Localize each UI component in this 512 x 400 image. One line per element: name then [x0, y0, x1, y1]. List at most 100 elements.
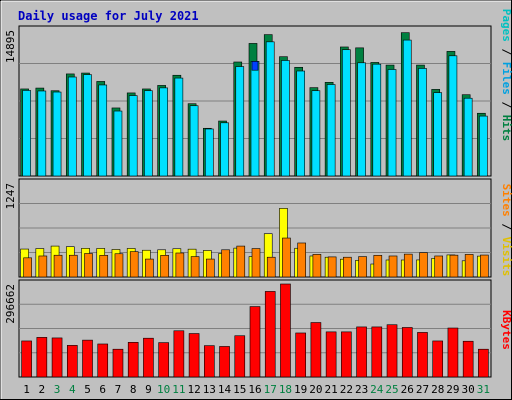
files-bar — [22, 90, 31, 177]
side-label-part: / — [500, 95, 512, 115]
day-label: 10 — [157, 383, 170, 396]
files-bar — [448, 55, 458, 177]
kbytes-bar — [478, 348, 489, 378]
kbytes-bar — [82, 339, 93, 378]
sites-bar — [449, 254, 459, 278]
day-label: 31 — [477, 383, 490, 396]
files-bar — [220, 122, 229, 177]
files-bar — [357, 62, 366, 177]
day-label: 13 — [203, 383, 216, 396]
day-label: 30 — [462, 383, 475, 396]
kbytes-bar — [417, 332, 428, 378]
files-bar — [311, 90, 321, 177]
kbytes-bar — [188, 333, 200, 378]
day-label: 1 — [23, 383, 30, 396]
files-bar — [113, 110, 123, 177]
axis-max-label: 1247 — [4, 183, 17, 210]
kbytes-bar — [36, 337, 48, 378]
sites-bar — [129, 251, 139, 278]
kbytes-bar — [219, 346, 230, 378]
chart-title: Daily usage for July 2021 — [18, 9, 199, 23]
sites-bar — [434, 255, 444, 278]
files-bar — [387, 69, 397, 177]
kbytes-bar — [158, 342, 169, 378]
day-label: 20 — [309, 383, 322, 396]
axis-max-label: 296662 — [4, 284, 17, 324]
panel-2: 1247 — [4, 178, 492, 278]
kbytes-bar — [66, 345, 78, 378]
sites-bar — [251, 248, 261, 278]
panels-layer: 14895 1247 296662 — [4, 25, 492, 378]
kbytes-bar — [447, 327, 459, 378]
kbytes-bar — [97, 343, 109, 378]
kbytes-bar — [264, 291, 276, 378]
day-label: 29 — [446, 383, 459, 396]
sites-bar — [84, 253, 93, 278]
side-label-part: Visits — [500, 237, 512, 277]
sites-bar — [464, 254, 474, 278]
kbytes-bar — [295, 332, 306, 378]
kbytes-bar — [173, 330, 185, 378]
files-bar — [189, 105, 199, 177]
day-label: 8 — [130, 383, 137, 396]
legend-kbytes: KBytes — [500, 310, 512, 350]
sites-bar — [38, 255, 48, 278]
sites-bar — [221, 249, 230, 278]
day-label: 4 — [69, 383, 76, 396]
day-label: 26 — [401, 383, 414, 396]
sites-bar — [23, 257, 32, 278]
legend-pages-files-hits: Pages / Files / Hits — [500, 9, 512, 142]
kbytes-bar — [401, 327, 413, 378]
kbytes-bar — [310, 322, 322, 378]
files-bar — [342, 49, 351, 177]
day-label: 5 — [84, 383, 91, 396]
side-label-part: Hits — [500, 115, 512, 142]
sites-bar — [53, 254, 63, 278]
day-label: 24 — [370, 383, 384, 396]
kbytes-bar — [386, 324, 398, 378]
kbytes-bar — [325, 331, 337, 378]
sites-bar — [175, 252, 185, 278]
kbytes-bar — [51, 337, 63, 378]
day-label: 3 — [54, 383, 61, 396]
day-label: 17 — [264, 383, 277, 396]
sites-bar — [160, 255, 169, 278]
kbytes-bar — [204, 345, 215, 378]
kbytes-bar — [249, 306, 261, 378]
files-bar — [265, 41, 275, 177]
sites-bar — [358, 256, 367, 278]
files-bar — [98, 84, 108, 177]
files-bar — [463, 97, 473, 177]
day-label: 14 — [218, 383, 232, 396]
kbytes-bar — [143, 337, 154, 378]
day-label: 21 — [325, 383, 338, 396]
kbytes-bar — [127, 342, 139, 378]
day-label: 9 — [145, 383, 152, 396]
sites-bar — [190, 256, 200, 278]
day-label: 6 — [99, 383, 106, 396]
files-bar — [402, 39, 412, 177]
files-bar — [250, 61, 260, 177]
sites-bar — [419, 252, 428, 278]
legend-sites-visits: Sites / Visits — [500, 184, 512, 277]
day-label: 19 — [294, 383, 307, 396]
kbytes-bar — [234, 335, 246, 378]
files-bar — [372, 63, 382, 177]
kbytes-bar — [432, 340, 444, 378]
panel-3: 296662 — [4, 279, 492, 378]
files-bar — [52, 91, 62, 177]
day-label: 2 — [39, 383, 46, 396]
day-labels-layer: 1 2 3 4 5 6 7 8 9 10 11 12 13 14 15 16 17 18 19 20 21 22 23 24 2… — [23, 383, 490, 396]
files-bar — [144, 90, 153, 177]
files-bar — [433, 92, 443, 177]
axis-max-label: 14895 — [4, 30, 17, 63]
day-label: 11 — [172, 383, 185, 396]
files-bar — [159, 87, 168, 177]
sites-bar — [206, 258, 215, 278]
files-bar — [281, 60, 290, 177]
side-label-part: / — [500, 42, 512, 62]
kbytes-bar — [341, 331, 352, 378]
kbytes-bar — [280, 283, 291, 378]
sites-bar — [388, 255, 398, 278]
